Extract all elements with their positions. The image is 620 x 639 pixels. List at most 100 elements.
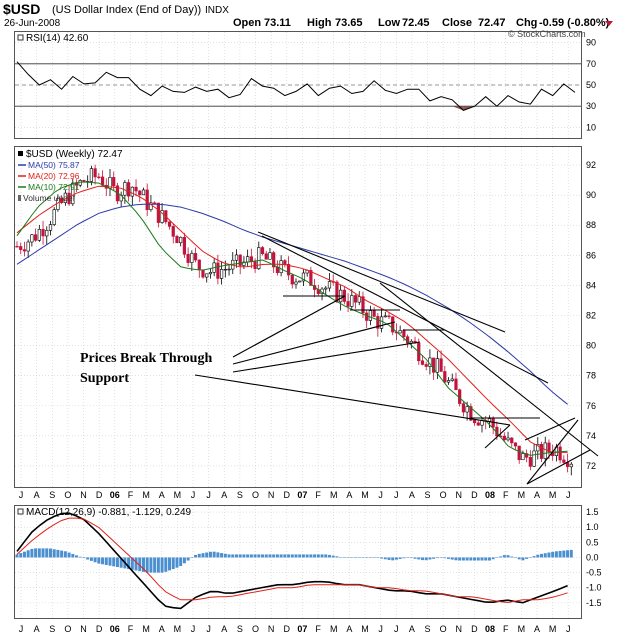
trend-line	[524, 417, 576, 441]
macd-tick-label: -1.0	[586, 583, 602, 593]
macd-histogram-bar	[495, 557, 499, 558]
macd-histogram-bar	[450, 557, 454, 560]
macd-legend-swatch	[17, 508, 24, 515]
macd-histogram-bar	[119, 557, 123, 568]
macd-histogram-bar	[89, 557, 93, 561]
macd-histogram-bar	[316, 554, 320, 558]
volume-legend-swatch	[18, 195, 21, 201]
candle-body	[376, 316, 380, 329]
macd-histogram-bar	[115, 557, 119, 568]
rsi-tick-label: 70	[586, 59, 596, 69]
x-tick-label: J	[378, 490, 383, 500]
x-tick-label: A	[159, 490, 165, 500]
macd-histogram-bar	[290, 554, 294, 558]
x-tick-label: D	[471, 490, 478, 500]
candle-body	[160, 210, 164, 223]
x-tick-label: 06	[110, 624, 120, 634]
macd-histogram-bar	[491, 557, 495, 560]
macd-histogram-bar	[272, 554, 276, 558]
macd-histogram-bar	[346, 557, 350, 558]
macd-histogram-bar	[108, 557, 112, 566]
macd-histogram-bar	[253, 554, 257, 558]
macd-histogram-bar	[409, 557, 413, 559]
macd-histogram-bar	[134, 557, 138, 571]
rsi-legend-swatch	[17, 34, 24, 41]
candle-body	[547, 442, 551, 453]
candle-body	[506, 437, 510, 441]
x-tick-label: J	[378, 624, 383, 634]
x-tick-label: O	[440, 490, 447, 500]
macd-histogram-bar	[127, 557, 131, 570]
x-tick-label: 07	[297, 490, 307, 500]
trend-line	[194, 374, 511, 426]
macd-histogram-bar	[294, 554, 298, 558]
candle-body	[439, 358, 443, 372]
macd-histogram-bar	[194, 555, 198, 558]
x-tick-label: M	[361, 490, 369, 500]
candle-body	[205, 273, 209, 278]
candle-body	[197, 259, 201, 271]
close-value: 72.47	[478, 17, 506, 29]
symbol: $USD	[3, 1, 40, 17]
exchange: INDX	[205, 5, 229, 16]
macd-histogram-bar	[461, 557, 465, 561]
x-tick-label: N	[268, 624, 275, 634]
x-tick-label: M	[142, 624, 150, 634]
candle-body	[30, 234, 34, 243]
candle-body	[569, 463, 573, 468]
candle-body	[234, 254, 239, 261]
macd-histogram-bar	[406, 557, 410, 558]
macd-histogram-bar	[182, 557, 186, 564]
candle-body	[279, 260, 283, 273]
grid-lines	[15, 32, 581, 618]
candle-body	[33, 234, 38, 241]
price-title: $USD (Weekly) 72.47	[26, 149, 123, 160]
open-label: Open	[233, 17, 261, 29]
macd-histogram-bar	[19, 553, 23, 558]
macd-histogram-bar	[417, 557, 421, 560]
macd-histogram-bar	[220, 553, 224, 558]
macd-signal-line	[16, 517, 568, 604]
candle-body	[45, 230, 49, 237]
macd-tick-label: -1.5	[586, 598, 602, 608]
macd-histogram-bar	[331, 555, 335, 558]
candle-body	[268, 252, 272, 260]
macd-histogram-bar	[532, 556, 536, 558]
x-tick-label: N	[456, 624, 463, 634]
macd-histogram-bar	[231, 554, 235, 558]
macd-histogram-bar	[387, 557, 391, 560]
low-label: Low	[378, 17, 400, 29]
chg-value: -0.59 (-0.80%)	[539, 17, 610, 29]
x-tick-label: A	[159, 624, 165, 634]
x-tick-label: S	[49, 624, 55, 634]
macd-histogram-bar	[525, 557, 529, 559]
macd-histogram-bar	[227, 554, 231, 558]
x-tick-label: M	[518, 490, 526, 500]
x-tick-label: J	[566, 490, 571, 500]
x-tick-label: O	[440, 624, 447, 634]
macd-histogram-bar	[517, 557, 521, 560]
candle-body	[521, 453, 525, 461]
x-tick-label: M	[361, 624, 369, 634]
macd-histogram-bar	[257, 554, 261, 558]
macd-histogram-bar	[447, 557, 451, 559]
candle-body	[517, 445, 521, 461]
x-tick-label: N	[456, 490, 463, 500]
x-tick-label: A	[346, 490, 352, 500]
macd-histogram-bar	[201, 553, 205, 558]
macd-histogram-bar	[420, 557, 424, 561]
candle-body	[309, 270, 313, 286]
macd-histogram-bar	[298, 554, 302, 558]
candle-body	[465, 406, 469, 413]
macd-histogram-bar	[569, 549, 573, 558]
macd-histogram-bar	[439, 557, 443, 558]
x-tick-label: F	[315, 624, 321, 634]
price-tick-label: 90	[586, 190, 596, 200]
candle-body	[141, 189, 146, 196]
candle-body	[223, 268, 227, 271]
macd-histogram-bar	[56, 549, 60, 558]
macd-histogram-bar	[45, 548, 49, 558]
instrument-name: (US Dollar Index (End of Day))	[52, 4, 201, 16]
macd-histogram-bar	[551, 551, 555, 558]
macd-histogram-bar	[554, 551, 558, 558]
